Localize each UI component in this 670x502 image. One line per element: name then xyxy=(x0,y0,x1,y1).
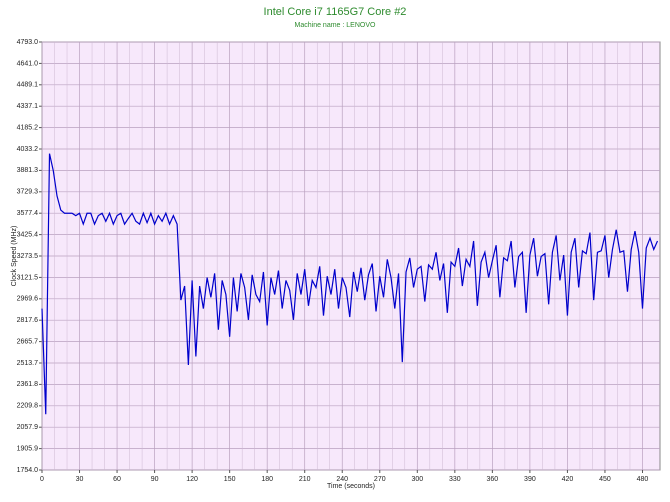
x-tick-label: 360 xyxy=(487,476,499,483)
x-tick-label: 420 xyxy=(562,476,574,483)
y-tick-label: 2057.9 xyxy=(17,424,39,431)
y-tick-label: 3729.3 xyxy=(17,189,39,196)
x-tick-label: 210 xyxy=(299,476,311,483)
y-tick-label: 2817.6 xyxy=(17,317,39,324)
chart-subtitle: Machine name : LENOVO xyxy=(295,22,376,29)
x-tick-label: 30 xyxy=(76,476,84,483)
x-tick-label: 150 xyxy=(224,476,236,483)
x-tick-label: 120 xyxy=(186,476,198,483)
y-tick-label: 2209.8 xyxy=(17,403,39,410)
y-tick-label: 3577.4 xyxy=(17,210,39,217)
y-tick-label: 2665.7 xyxy=(17,338,39,345)
y-tick-label: 2969.6 xyxy=(17,296,39,303)
x-tick-label: 330 xyxy=(449,476,461,483)
y-tick-label: 4337.1 xyxy=(17,103,39,110)
y-tick-label: 4033.2 xyxy=(17,146,39,153)
y-tick-label: 4793.0 xyxy=(17,39,39,46)
x-axis-label: Time (seconds) xyxy=(327,483,375,490)
y-tick-label: 1754.0 xyxy=(17,467,39,474)
y-axis-label: Clock Speed (MHz) xyxy=(11,226,18,287)
x-tick-label: 180 xyxy=(261,476,273,483)
y-tick-label: 4185.2 xyxy=(17,124,39,131)
y-tick-label: 3273.5 xyxy=(17,253,39,260)
x-tick-label: 0 xyxy=(40,476,44,483)
x-tick-label: 390 xyxy=(524,476,536,483)
y-tick-label: 1905.9 xyxy=(17,445,39,452)
x-tick-label: 450 xyxy=(599,476,611,483)
x-tick-label: 300 xyxy=(411,476,423,483)
y-tick-label: 2513.7 xyxy=(17,360,39,367)
chart-title: Intel Core i7 1165G7 Core #2 xyxy=(264,6,407,18)
y-tick-label: 3881.3 xyxy=(17,167,39,174)
x-tick-label: 480 xyxy=(637,476,649,483)
y-tick-label: 4489.1 xyxy=(17,82,39,89)
y-tick-label: 3425.4 xyxy=(17,231,39,238)
y-tick-label: 2361.8 xyxy=(17,381,39,388)
y-tick-label: 4641.0 xyxy=(17,60,39,67)
x-tick-label: 240 xyxy=(336,476,348,483)
x-tick-label: 90 xyxy=(151,476,159,483)
data-line xyxy=(41,153,659,415)
y-tick-label: 3121.5 xyxy=(17,274,39,281)
x-tick-label: 60 xyxy=(113,476,121,483)
x-tick-label: 270 xyxy=(374,476,386,483)
